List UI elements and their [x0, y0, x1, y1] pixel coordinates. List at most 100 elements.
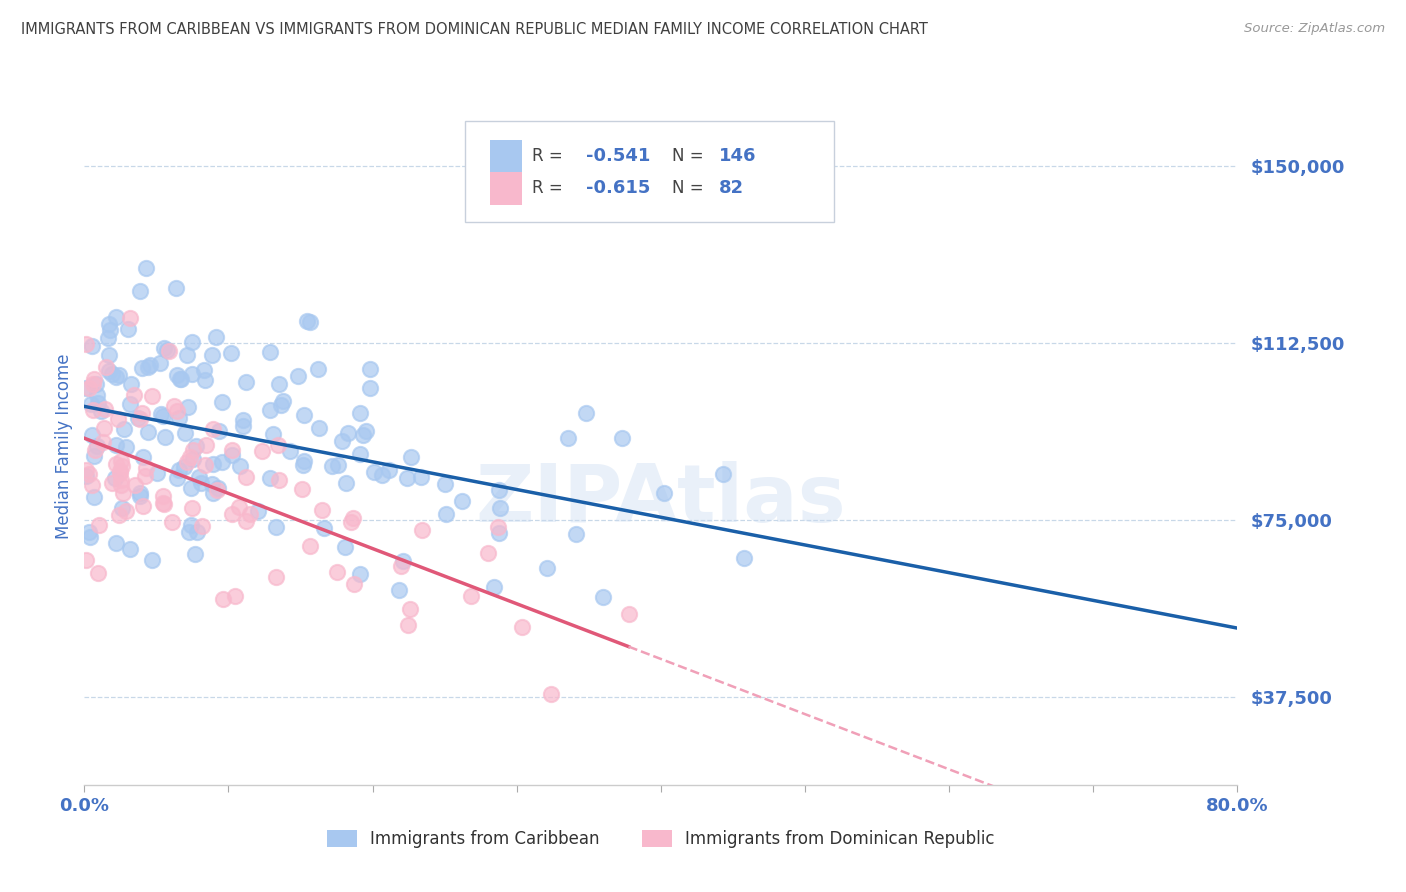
Point	[83, 449, 105, 463]
Point	[201, 348, 224, 362]
Point	[83, 491, 105, 505]
Text: R =: R =	[531, 179, 568, 197]
Point	[101, 367, 124, 381]
Point	[193, 363, 215, 377]
Point	[259, 471, 281, 485]
Point	[105, 457, 128, 471]
Point	[176, 348, 198, 362]
Point	[157, 344, 180, 359]
Point	[389, 559, 412, 574]
Point	[105, 370, 128, 384]
Point	[136, 360, 159, 375]
Text: -0.615: -0.615	[586, 179, 650, 197]
Point	[169, 462, 191, 476]
Point	[80, 427, 103, 442]
Point	[291, 458, 314, 473]
Point	[291, 483, 314, 497]
Point	[180, 335, 202, 350]
Point	[149, 407, 172, 421]
Point	[135, 460, 157, 475]
Point	[201, 486, 224, 500]
Point	[267, 438, 290, 452]
Point	[111, 485, 134, 500]
Point	[194, 373, 217, 387]
Point	[117, 322, 139, 336]
Point	[212, 592, 235, 607]
Point	[93, 401, 115, 416]
Point	[392, 553, 415, 567]
Point	[87, 566, 110, 580]
Point	[271, 393, 294, 408]
Point	[111, 458, 134, 473]
Point	[352, 427, 374, 442]
Point	[127, 410, 149, 425]
Point	[232, 413, 254, 427]
Point	[359, 362, 381, 376]
Point	[224, 589, 246, 603]
Point	[128, 411, 150, 425]
Point	[132, 450, 155, 464]
Point	[221, 448, 243, 462]
Point	[211, 455, 233, 469]
Point	[82, 377, 104, 392]
Text: Source: ZipAtlas.com: Source: ZipAtlas.com	[1244, 22, 1385, 36]
Point	[235, 470, 257, 484]
Point	[101, 476, 124, 491]
Point	[232, 419, 254, 434]
Point	[87, 518, 110, 533]
Point	[79, 397, 101, 411]
Point	[711, 467, 734, 481]
Point	[111, 501, 134, 516]
Point	[186, 525, 208, 540]
Point	[342, 511, 364, 525]
Point	[314, 521, 336, 535]
Point	[330, 434, 353, 449]
Point	[207, 481, 229, 495]
Point	[179, 450, 201, 465]
Point	[264, 520, 287, 534]
Point	[190, 518, 212, 533]
Point	[108, 466, 131, 480]
Point	[247, 504, 270, 518]
Point	[177, 525, 200, 540]
Point	[167, 411, 190, 425]
FancyBboxPatch shape	[465, 120, 834, 222]
Point	[115, 503, 138, 517]
Point	[287, 368, 309, 383]
Point	[118, 541, 141, 556]
Point	[349, 406, 371, 420]
Point	[152, 495, 174, 509]
Text: N =: N =	[672, 147, 709, 165]
Point	[108, 464, 131, 478]
Text: IMMIGRANTS FROM CARIBBEAN VS IMMIGRANTS FROM DOMINICAN REPUBLIC MEDIAN FAMILY IN: IMMIGRANTS FROM CARIBBEAN VS IMMIGRANTS …	[21, 22, 928, 37]
Point	[87, 396, 110, 410]
Point	[90, 404, 112, 418]
Point	[202, 422, 225, 436]
Point	[120, 376, 142, 391]
Point	[336, 425, 359, 440]
Point	[307, 361, 329, 376]
Point	[160, 515, 183, 529]
Point	[110, 478, 132, 492]
Point	[166, 281, 188, 295]
Point	[84, 377, 107, 392]
Point	[105, 438, 128, 452]
Point	[104, 471, 127, 485]
Point	[592, 590, 614, 604]
Point	[141, 389, 163, 403]
Point	[166, 368, 188, 382]
Point	[434, 507, 457, 521]
Point	[79, 530, 101, 544]
Point	[166, 403, 188, 417]
Point	[183, 452, 205, 467]
Point	[482, 580, 505, 594]
Point	[128, 489, 150, 503]
Point	[98, 323, 121, 337]
FancyBboxPatch shape	[491, 139, 523, 172]
Point	[129, 486, 152, 500]
Point	[132, 499, 155, 513]
Point	[169, 372, 191, 386]
Point	[488, 483, 510, 497]
Point	[112, 422, 135, 436]
Point	[124, 478, 146, 492]
